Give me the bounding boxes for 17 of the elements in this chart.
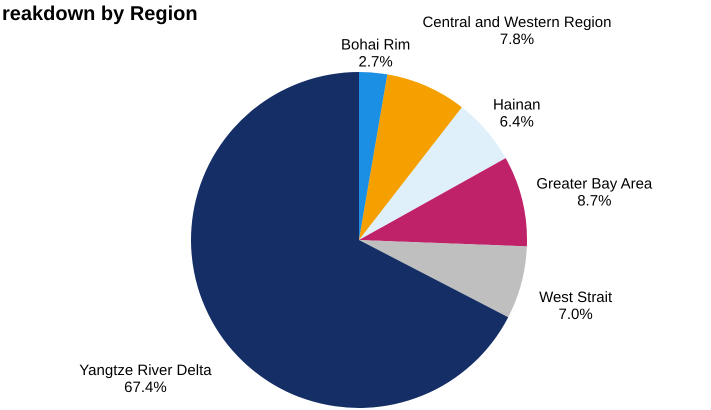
- data-label: 67.4%: [124, 378, 167, 396]
- pie-slice: [359, 72, 388, 240]
- pie-slice: [359, 158, 527, 246]
- data-label: 8.7%: [577, 192, 612, 210]
- chart-title: reakdown by Region: [2, 3, 198, 25]
- slice-label: Greater Bay Area: [536, 176, 653, 193]
- data-label: 7.8%: [500, 31, 534, 48]
- data-label: 7.0%: [558, 306, 593, 324]
- pie-slice: [359, 74, 462, 240]
- slice-label: Bohai Rim: [341, 36, 410, 54]
- slice-label: Hainan: [492, 96, 541, 114]
- pie-slice: [359, 240, 527, 318]
- slice-label: West Strait: [539, 289, 613, 306]
- data-label: 2.7%: [358, 54, 393, 71]
- slice-label: Central and Western Region: [422, 14, 612, 31]
- slice-label: Yangtze River Delta: [79, 362, 212, 379]
- data-label: 6.4%: [500, 113, 534, 130]
